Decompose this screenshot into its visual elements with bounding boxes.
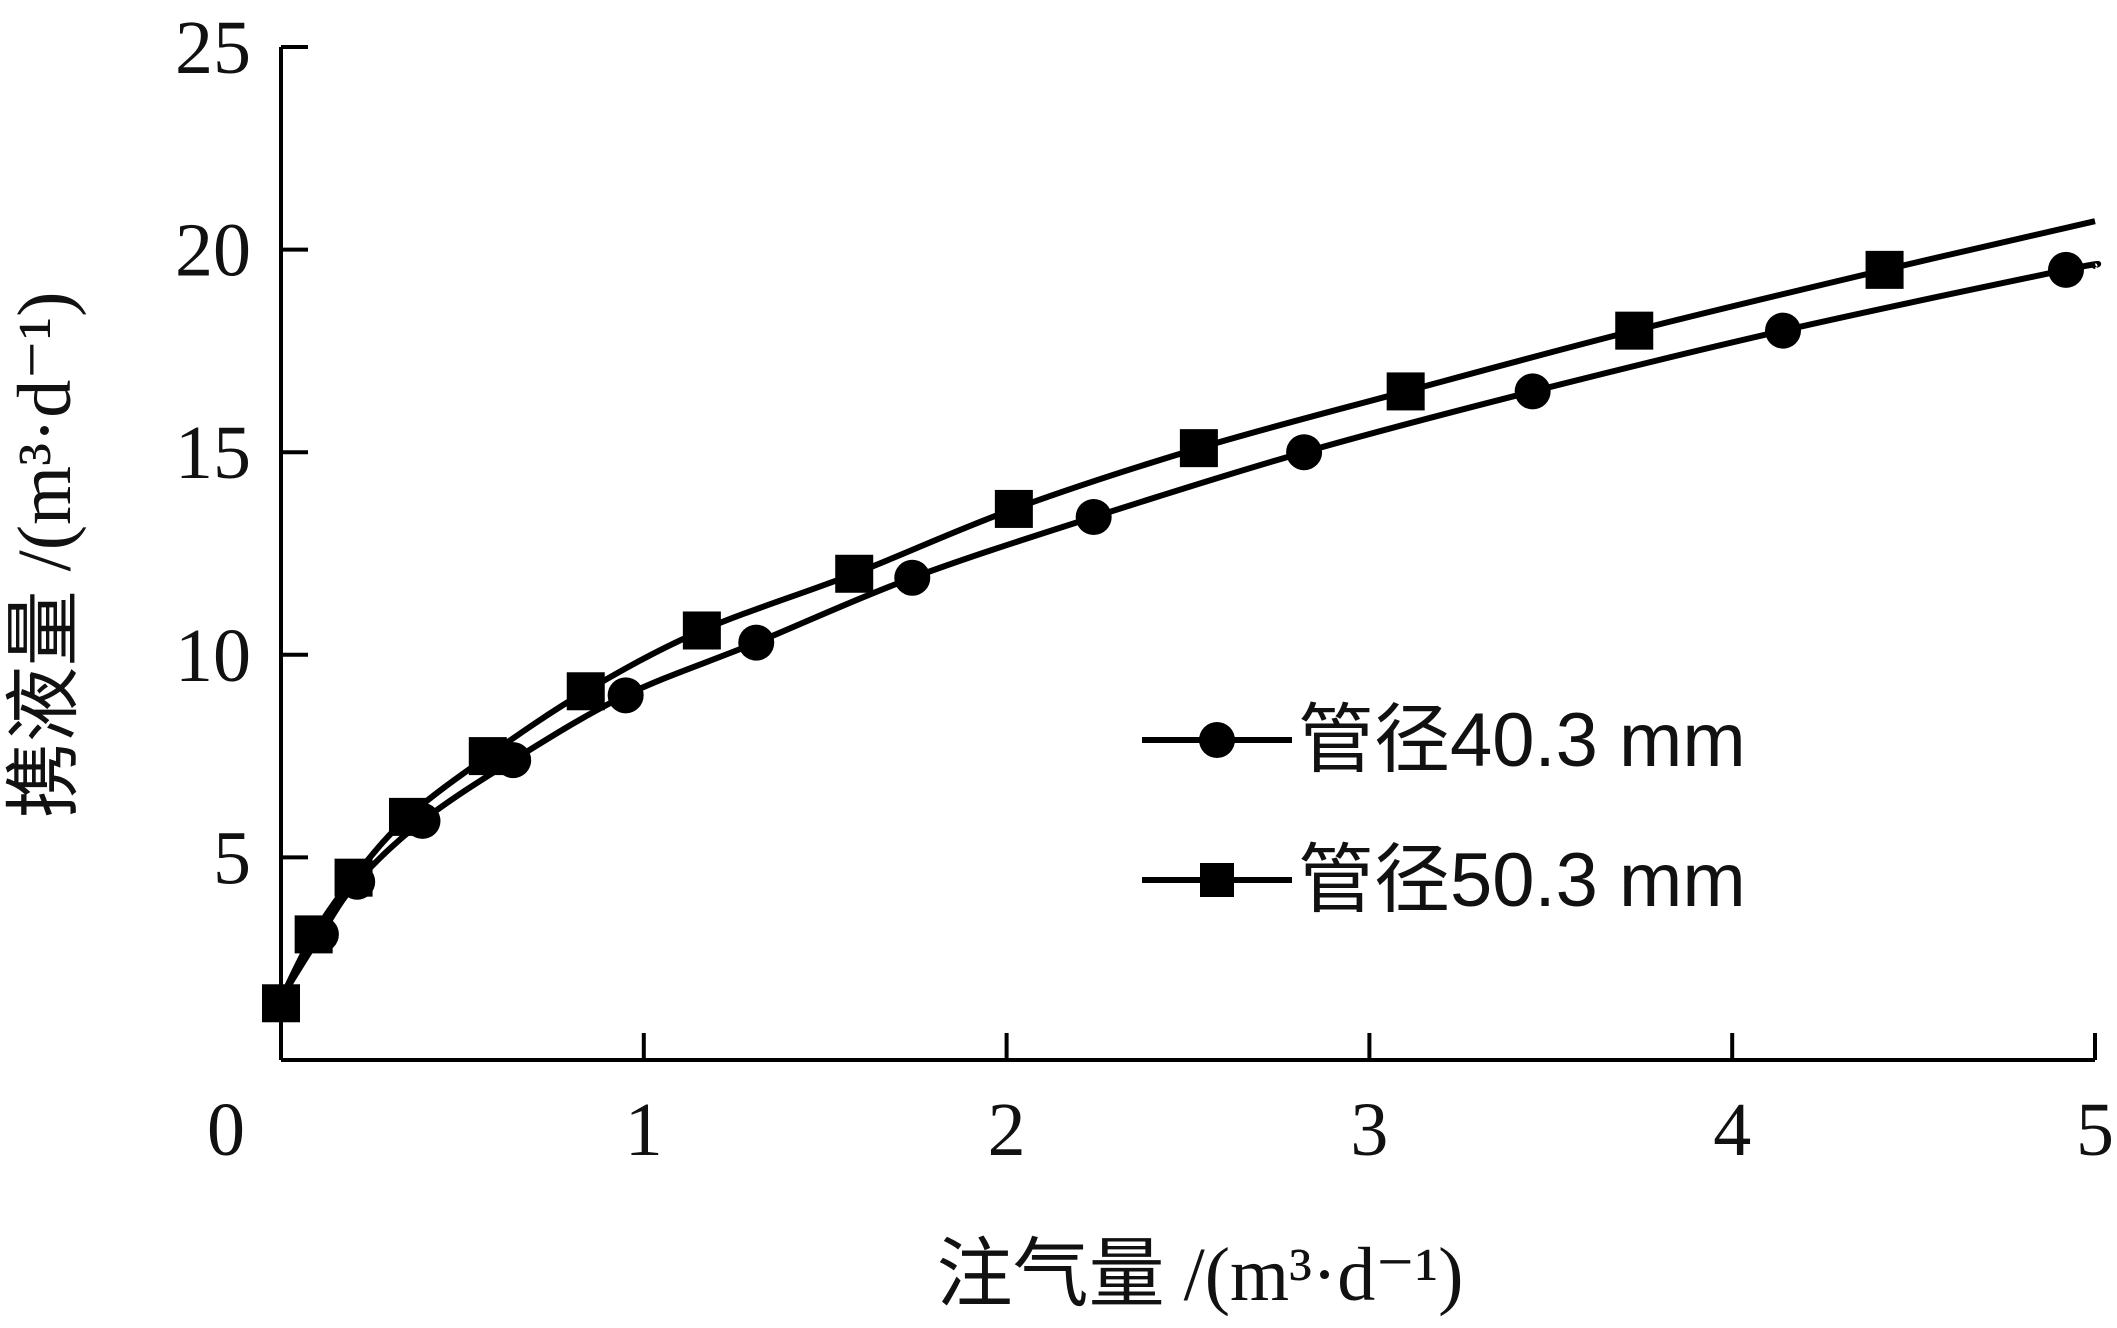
data-point-square (1179, 429, 1218, 468)
data-point-circle (894, 559, 931, 596)
y-tick-label: 25 (175, 6, 251, 90)
legend-item-1: 管径40.3 mm (1142, 698, 1746, 783)
data-point-square (388, 797, 427, 836)
data-point-circle (1514, 373, 1551, 410)
data-point-circle (1286, 434, 1323, 471)
axes: 0 1 2 3 4 5 5 10 15 20 25 (175, 6, 2114, 1172)
data-point-circle (2047, 251, 2084, 288)
data-point-square (1865, 250, 1904, 289)
data-point-square (468, 737, 507, 776)
data-point-square (835, 554, 874, 593)
y-tick-label: 20 (175, 209, 251, 293)
y-tick-label: 10 (175, 614, 251, 698)
data-point-square (1386, 372, 1425, 411)
data-point-square (334, 858, 373, 897)
x-tick-label: 4 (1713, 1088, 1751, 1172)
legend-circle-marker (1199, 722, 1235, 758)
y-axis-title: 携液量 /(m³·d⁻¹) (3, 292, 87, 819)
data-point-square (566, 672, 605, 711)
data-point-square (1615, 311, 1654, 350)
legend: 管径40.3 mm 管径50.3 mm (1142, 698, 1746, 923)
x-tick-label: 5 (2076, 1088, 2114, 1172)
fit-curve-series-1 (280, 260, 2102, 997)
legend-label: 管径50.3 mm (1298, 838, 1746, 923)
data-point-square (294, 915, 333, 954)
x-axis-title: 注气量 /(m³·d⁻¹) (937, 1233, 1464, 1317)
legend-item-2: 管径50.3 mm (1142, 838, 1746, 923)
data-point-circle (607, 677, 644, 714)
x-tick-label: 3 (1350, 1088, 1388, 1172)
x-tick-label: 0 (207, 1088, 245, 1172)
x-tick-label: 2 (988, 1088, 1026, 1172)
data-point-square (994, 489, 1033, 528)
legend-label: 管径40.3 mm (1298, 698, 1746, 783)
data-markers (262, 250, 2084, 1023)
x-tick-label: 1 (625, 1088, 663, 1172)
data-point-circle (738, 624, 775, 661)
data-point-square (262, 984, 300, 1023)
y-tick-label: 15 (175, 411, 251, 495)
legend-square-marker (1200, 863, 1234, 897)
data-point-circle (1075, 499, 1112, 536)
y-tick-label: 5 (213, 816, 251, 900)
data-point-square (682, 611, 721, 650)
data-point-circle (1764, 312, 1801, 349)
